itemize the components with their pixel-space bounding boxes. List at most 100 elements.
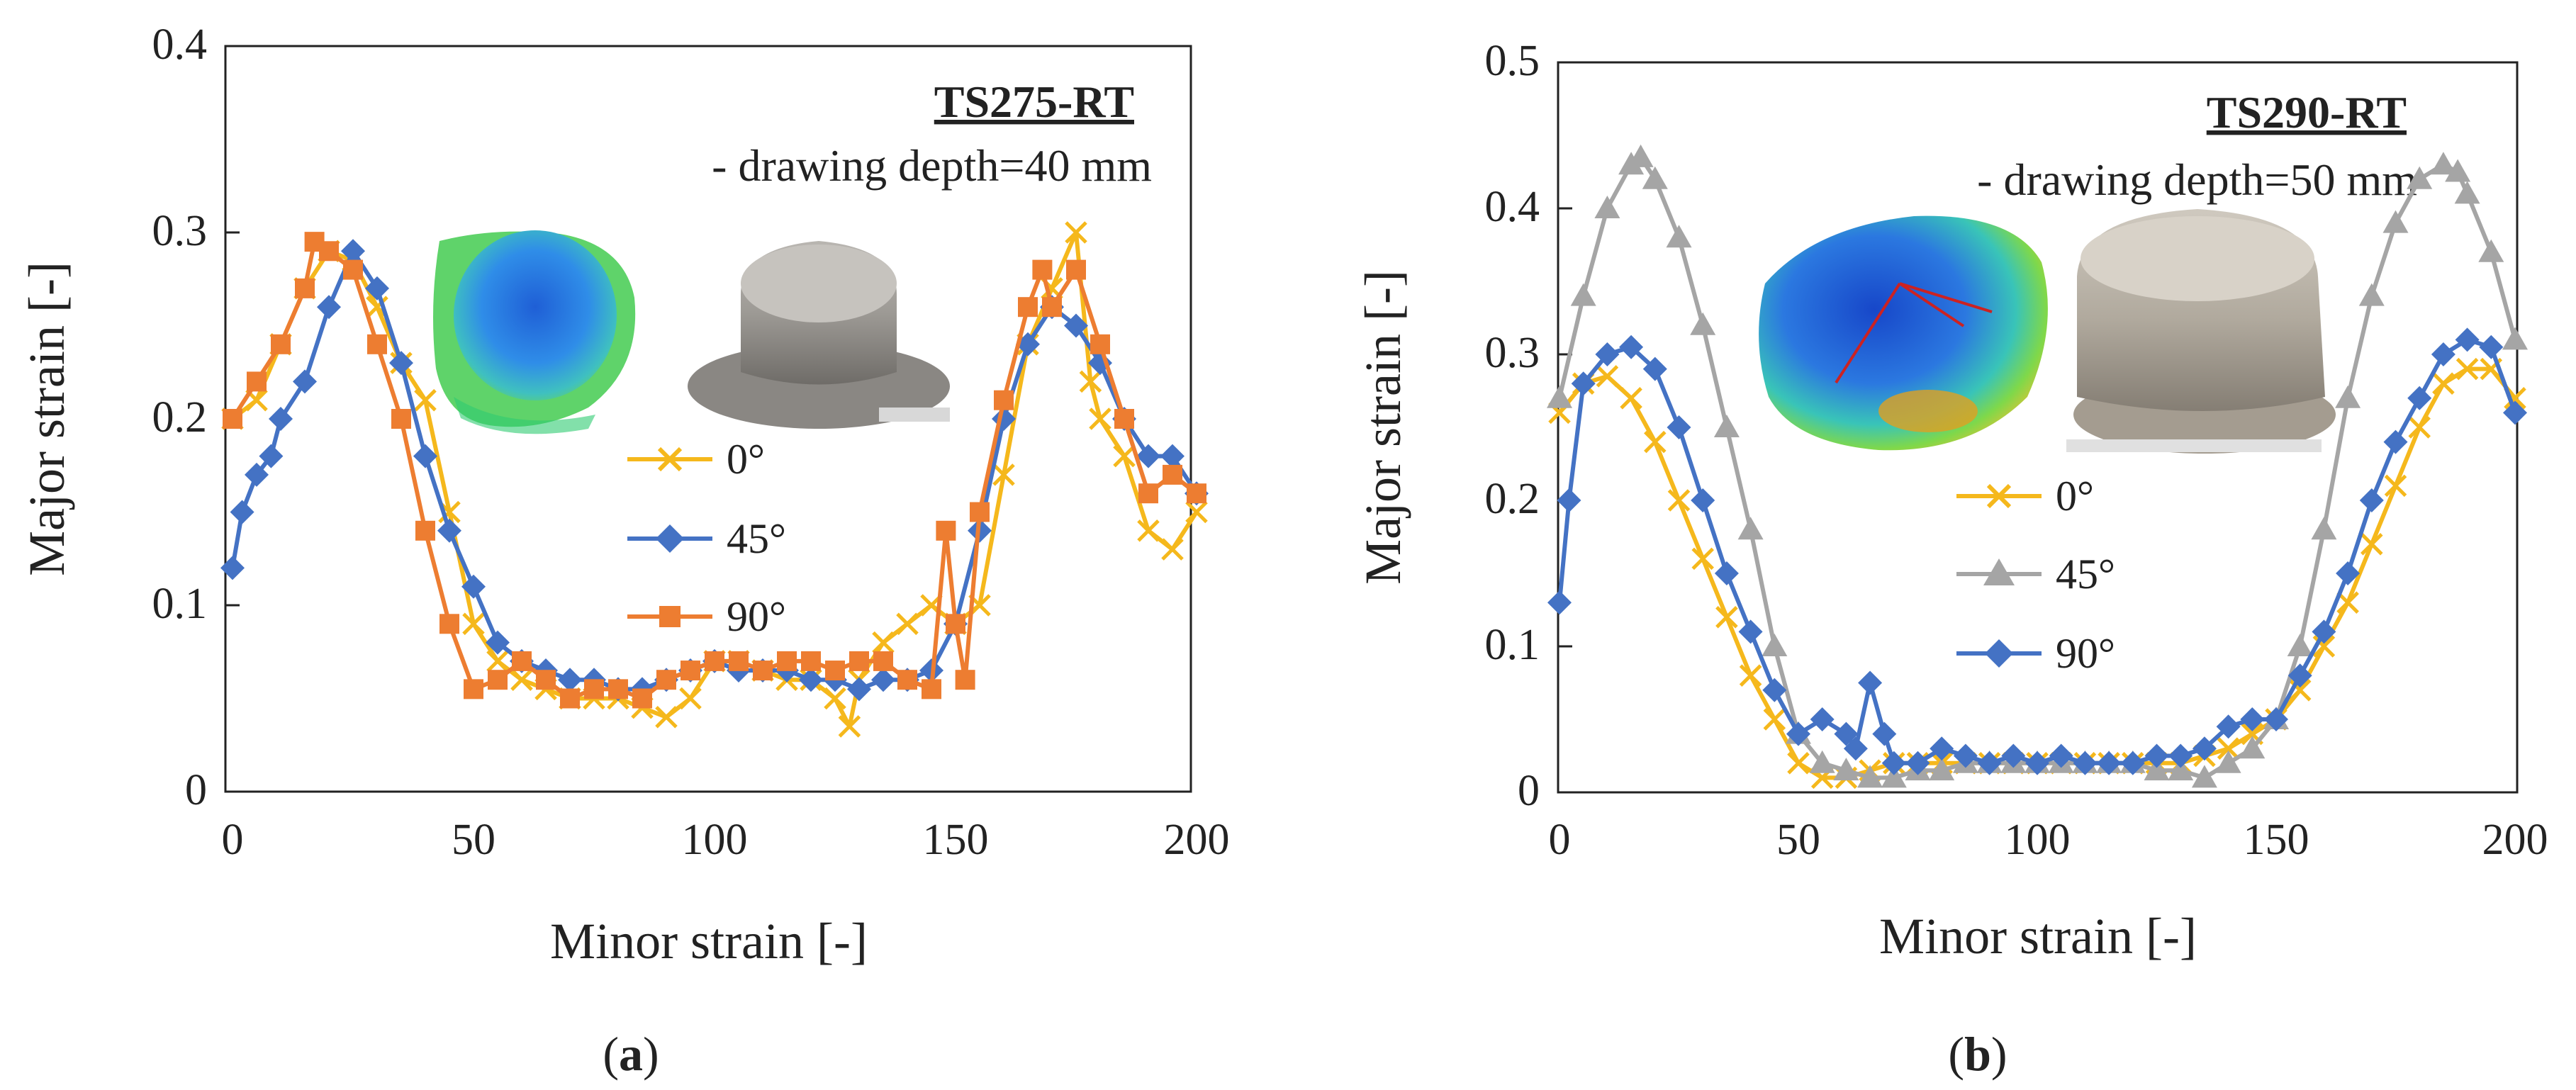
panel-b-ytick-label: 0 xyxy=(1518,767,1540,815)
data-point xyxy=(729,651,749,671)
data-point xyxy=(1857,765,1883,788)
panel-b-legend: 0° 45° 90° xyxy=(1956,473,2115,677)
data-point xyxy=(1690,312,1716,335)
panel-a-ytick-label: 0.1 xyxy=(152,580,208,628)
panel-b-x-ticks: 0 50 100 150 200 xyxy=(1549,816,2548,864)
legend-label: 0° xyxy=(2056,473,2094,519)
data-point xyxy=(1929,758,1955,781)
panel-b-ytick-label: 0.3 xyxy=(1485,329,1540,377)
data-point xyxy=(1762,678,1787,702)
panel-a-series-layer xyxy=(220,221,1209,738)
data-point xyxy=(2192,736,2217,761)
panel-a-y-ticks: 0 0.1 0.2 0.3 0.4 xyxy=(152,21,240,814)
data-point xyxy=(437,518,461,543)
data-point xyxy=(1547,385,1572,408)
data-point xyxy=(656,670,676,690)
data-point xyxy=(1691,547,1714,571)
data-point xyxy=(2361,533,2383,556)
data-point xyxy=(584,679,604,699)
panel-a-y-axis-label: Major strain [-] xyxy=(18,262,75,576)
data-point xyxy=(655,706,678,729)
data-point xyxy=(896,612,919,636)
data-point xyxy=(1066,259,1086,280)
legend-label: 45° xyxy=(727,515,786,562)
data-point xyxy=(486,630,510,655)
data-point xyxy=(1032,259,1053,280)
data-point xyxy=(341,239,365,264)
panel-b-y-axis-label: Major strain [-] xyxy=(1355,270,1411,585)
data-point xyxy=(2217,737,2240,760)
panel-b-chart-subtitle: - drawing depth=50 mm xyxy=(1977,154,2417,205)
data-point xyxy=(413,444,437,468)
panel-a-xtick-label: 50 xyxy=(452,816,495,864)
data-point xyxy=(2478,239,2504,262)
data-point xyxy=(343,259,363,280)
data-point xyxy=(245,462,269,487)
data-point xyxy=(1570,283,1596,306)
data-point xyxy=(269,407,293,431)
data-point xyxy=(1547,590,1572,615)
legend-item-90deg: 90° xyxy=(627,593,786,640)
data-point xyxy=(2407,386,2432,410)
data-point xyxy=(1667,415,1691,439)
data-point xyxy=(1185,500,1208,524)
data-point xyxy=(1628,144,1654,167)
data-point xyxy=(1843,736,1868,761)
data-point xyxy=(936,520,956,541)
data-point xyxy=(1858,670,1883,695)
data-point xyxy=(319,241,339,262)
legend-item-0deg: 0° xyxy=(627,436,765,483)
data-point xyxy=(1810,707,1835,731)
data-point xyxy=(486,650,509,673)
data-point xyxy=(2073,751,2098,775)
data-point xyxy=(1809,750,1835,773)
data-point xyxy=(2287,634,2313,656)
data-point xyxy=(873,651,893,671)
legend-item-90deg: 90° xyxy=(1956,630,2115,677)
data-point xyxy=(389,351,413,376)
panel-b-xtick-label: 0 xyxy=(1549,816,1571,864)
data-point xyxy=(1065,221,1087,244)
data-point xyxy=(1596,365,1619,388)
data-point xyxy=(871,668,895,692)
data-point xyxy=(2336,561,2361,585)
data-point xyxy=(230,500,254,524)
data-point xyxy=(2358,283,2385,306)
data-point xyxy=(414,388,437,412)
data-point xyxy=(2408,416,2431,439)
data-point xyxy=(295,278,315,298)
legend-item-45deg: 45° xyxy=(627,515,786,562)
data-point xyxy=(2239,736,2266,759)
data-point xyxy=(994,390,1014,410)
data-point xyxy=(1714,561,1739,585)
data-point xyxy=(1079,370,1102,393)
data-point xyxy=(2454,181,2480,204)
data-point xyxy=(2445,159,2471,182)
data-point xyxy=(632,688,652,709)
data-point xyxy=(2455,357,2479,381)
panel-a-xtick-label: 100 xyxy=(682,816,748,864)
data-point xyxy=(220,556,245,580)
data-point xyxy=(2287,663,2312,688)
data-point xyxy=(462,612,485,636)
data-point xyxy=(2264,707,2288,731)
data-point xyxy=(2335,385,2361,408)
panel-a-ytick-label: 0.3 xyxy=(152,207,208,255)
data-point xyxy=(2407,166,2433,189)
data-point xyxy=(838,715,861,738)
data-point xyxy=(1737,517,1764,540)
data-point xyxy=(1738,619,1763,644)
data-point xyxy=(1114,409,1134,429)
panel-a-chart-title: TS275-RT xyxy=(934,77,1134,127)
panel-b-xtick-label: 150 xyxy=(2244,816,2309,864)
data-point xyxy=(777,651,797,671)
data-point xyxy=(317,295,341,320)
panel-a-ytick-label: 0.4 xyxy=(152,21,208,69)
legend-item-0deg: 0° xyxy=(1956,473,2094,519)
data-point xyxy=(2312,619,2336,644)
series-90deg xyxy=(223,232,1206,709)
data-point xyxy=(2215,750,2241,773)
data-point xyxy=(1786,721,1810,746)
data-point xyxy=(799,668,823,692)
data-point xyxy=(1787,752,1810,775)
